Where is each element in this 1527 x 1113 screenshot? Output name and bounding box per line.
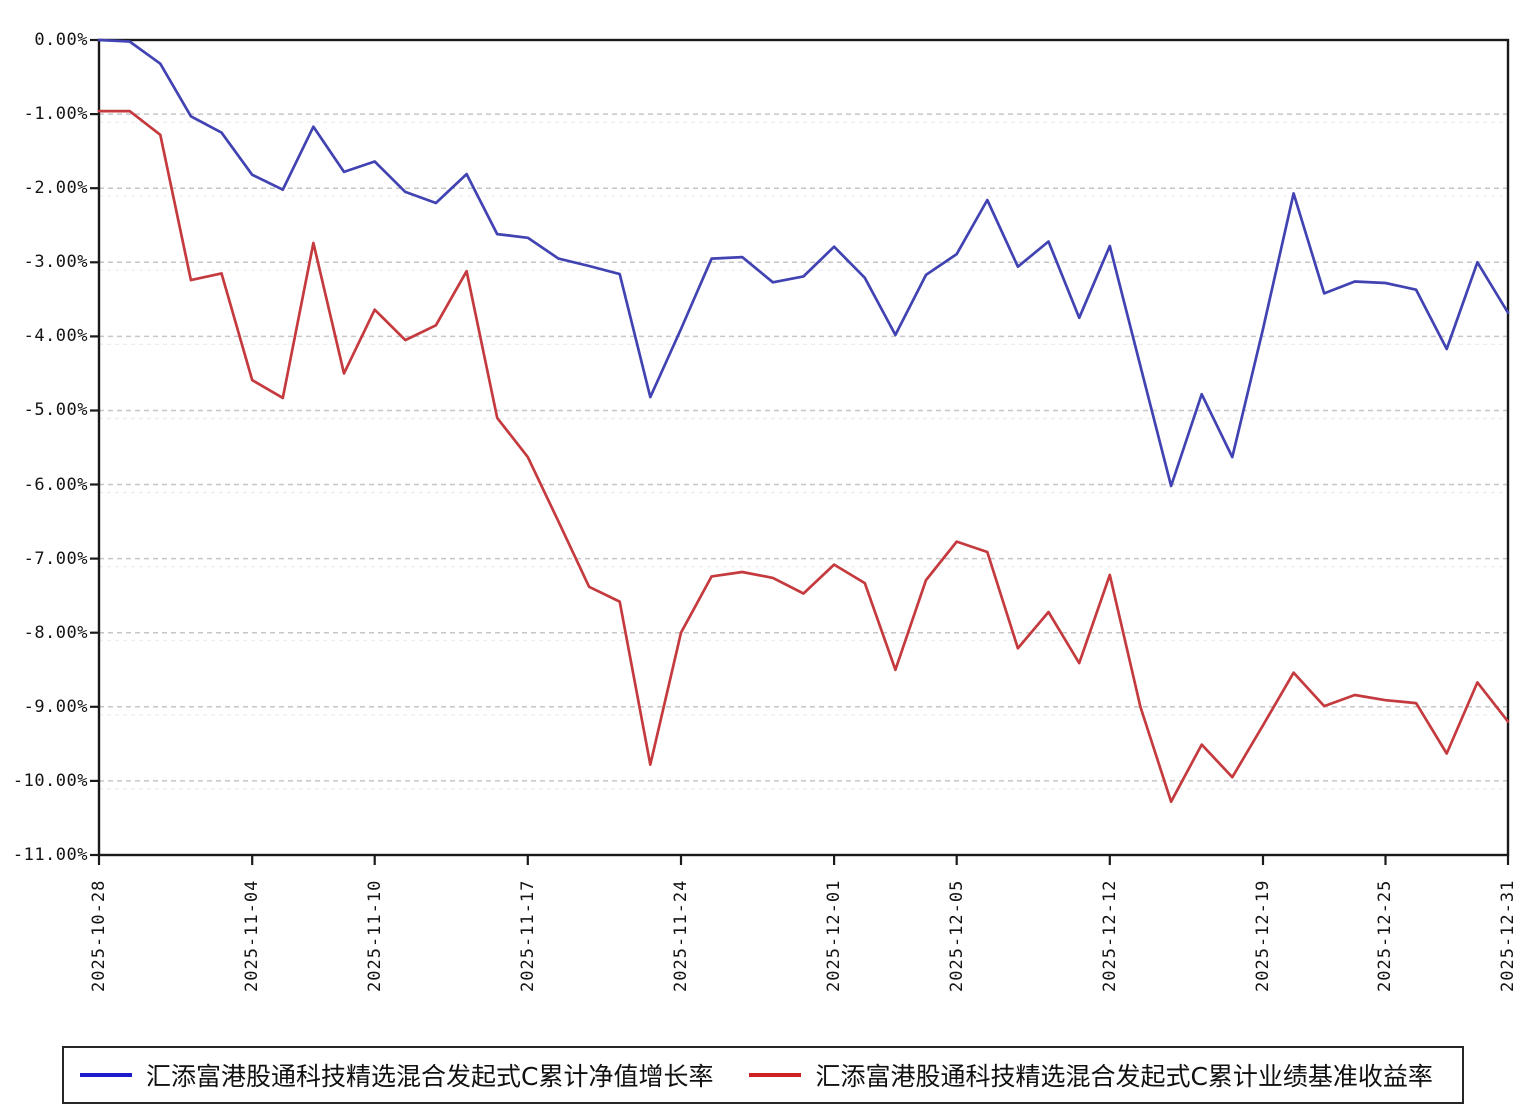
y-axis-label: -1.00%	[23, 104, 88, 125]
x-axis-label: 2025-12-01	[824, 879, 845, 992]
plot-border	[97, 38, 1510, 857]
legend-item-benchmark-return: 汇添富港股通科技精选混合发起式C累计业绩基准收益率	[749, 1057, 1433, 1093]
legend-line-sample-red	[749, 1073, 802, 1077]
y-axis-label: -9.00%	[23, 696, 88, 717]
x-axis-label: 2025-12-25	[1375, 879, 1396, 992]
x-axis-label: 2025-12-19	[1252, 879, 1273, 992]
legend-label-fund-nav-growth: 汇添富港股通科技精选混合发起式C累计净值增长率	[146, 1062, 714, 1091]
legend-label-benchmark-return: 汇添富港股通科技精选混合发起式C累计业绩基准收益率	[815, 1062, 1433, 1091]
y-axis-label: -4.00%	[23, 326, 88, 347]
x-axis-label: 2025-12-05	[946, 879, 967, 992]
y-axis-label: -5.00%	[23, 400, 88, 421]
fund-cumulative-nav-growth-line	[97, 38, 1510, 488]
benchmark-cumulative-return-line	[97, 109, 1510, 804]
y-axis-label: -8.00%	[23, 622, 88, 643]
y-axis-label: 0.00%	[34, 30, 88, 50]
y-axis-label: -10.00%	[12, 770, 88, 791]
x-axis-label: 2025-10-28	[89, 879, 109, 992]
y-axis-label: -7.00%	[23, 548, 88, 569]
x-axis-label: 2025-11-24	[670, 879, 691, 992]
legend-item-fund-nav-growth: 汇添富港股通科技精选混合发起式C累计净值增长率	[80, 1057, 713, 1093]
legend-line-sample-blue	[80, 1073, 132, 1077]
x-axis-label: 2025-11-10	[364, 879, 385, 992]
y-axis-label: -3.00%	[23, 252, 88, 273]
x-axis-label: 2025-12-12	[1099, 879, 1120, 992]
x-axis-label: 2025-11-17	[517, 879, 538, 992]
legend: 汇添富港股通科技精选混合发起式C累计净值增长率 汇添富港股通科技精选混合发起式C…	[62, 1046, 1464, 1104]
x-axis-label: 2025-12-31	[1498, 879, 1518, 992]
y-axis-label: -11.00%	[12, 845, 88, 865]
y-axis-label: -2.00%	[23, 178, 88, 199]
x-axis-label: 2025-11-04	[242, 879, 263, 992]
y-axis-label: -6.00%	[23, 474, 88, 495]
